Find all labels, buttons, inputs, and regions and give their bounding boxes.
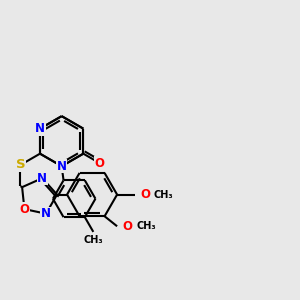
Text: N: N <box>57 160 67 173</box>
Text: N: N <box>41 207 51 220</box>
Text: CH₃: CH₃ <box>136 221 156 231</box>
Text: O: O <box>140 188 150 201</box>
Text: N: N <box>37 172 47 185</box>
Text: N: N <box>35 122 45 135</box>
Text: O: O <box>94 157 105 169</box>
Text: S: S <box>16 158 25 171</box>
Text: O: O <box>122 220 132 233</box>
Text: O: O <box>20 202 29 216</box>
Text: CH₃: CH₃ <box>154 190 173 200</box>
Text: CH₃: CH₃ <box>83 236 103 245</box>
